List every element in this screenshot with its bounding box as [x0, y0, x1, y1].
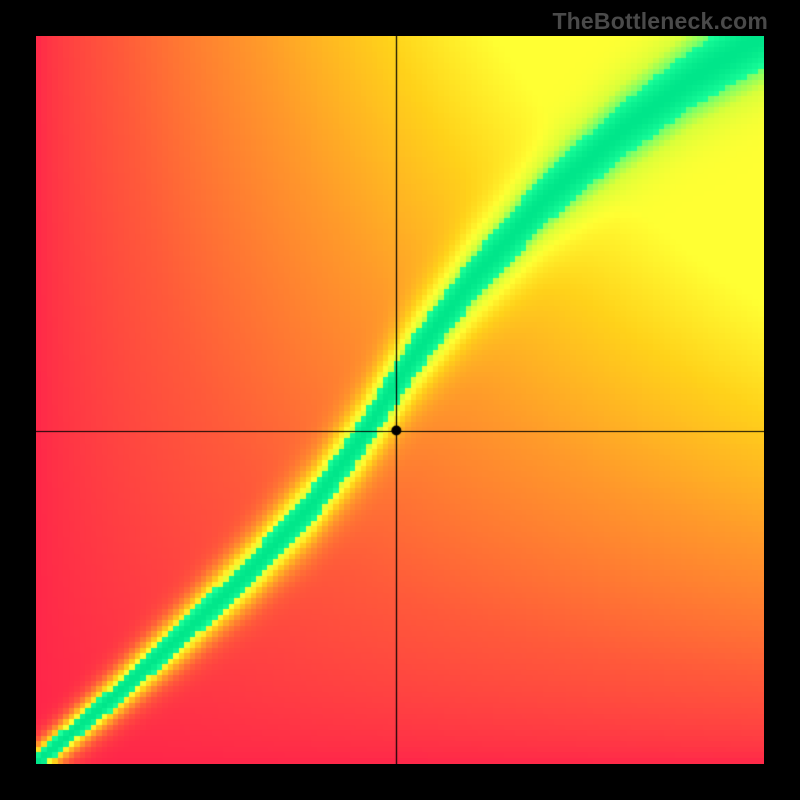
bottleneck-heatmap	[36, 36, 764, 764]
watermark-text: TheBottleneck.com	[552, 8, 768, 35]
